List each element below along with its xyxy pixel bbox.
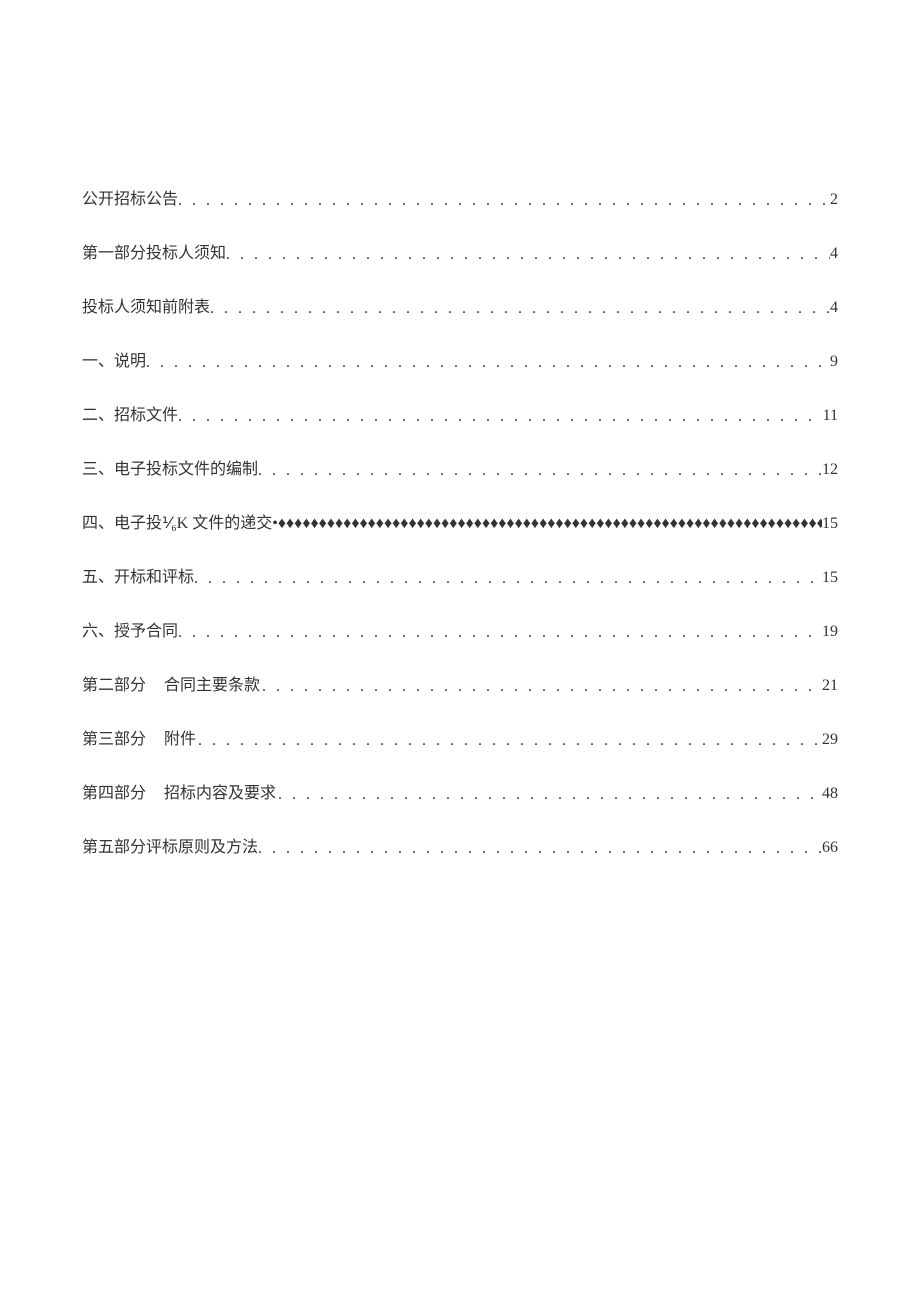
toc-page-number: 11 bbox=[823, 407, 838, 425]
toc-page-number: 4 bbox=[830, 299, 838, 317]
toc-page-number: 15 bbox=[822, 515, 838, 533]
toc-label: 一、说明 bbox=[82, 347, 146, 371]
toc-page-number: 2 bbox=[830, 191, 838, 209]
toc-leader-dots: . . . . . . . . . . . . . . . . . . . . … bbox=[258, 462, 822, 480]
toc-leader-dots: . . . . . . . . . . . . . . . . . . . . … bbox=[258, 840, 822, 858]
toc-leader-dots: . . . . . . . . . . . . . . . . . . . . … bbox=[262, 678, 822, 696]
toc-page-number: 15 bbox=[822, 569, 838, 587]
toc-page-number: 21 bbox=[822, 677, 838, 695]
toc-leader-dots: . . . . . . . . . . . . . . . . . . . . … bbox=[210, 300, 830, 318]
toc-page-number: 12 bbox=[822, 461, 838, 479]
toc-entry: 投标人须知前附表. . . . . . . . . . . . . . . . … bbox=[82, 293, 838, 317]
toc-page-number: 19 bbox=[822, 623, 838, 641]
toc-entry: 四、电子投⅟₆K 文件的递交•♦♦♦♦♦♦♦♦♦♦♦♦♦♦♦♦♦♦♦♦♦♦♦♦♦… bbox=[82, 509, 838, 533]
toc-entry: 第四部分招标内容及要求. . . . . . . . . . . . . . .… bbox=[82, 779, 838, 803]
toc-label: 第二部分 bbox=[82, 671, 146, 695]
toc-label: 第三部分 bbox=[82, 725, 146, 749]
toc-entry: 第三部分附件. . . . . . . . . . . . . . . . . … bbox=[82, 725, 838, 749]
toc-label-secondary: 附件 bbox=[164, 725, 196, 749]
toc-label: 二、招标文件 bbox=[82, 401, 178, 425]
toc-leader-dots: . . . . . . . . . . . . . . . . . . . . … bbox=[194, 570, 822, 588]
toc-label: 第四部分 bbox=[82, 779, 146, 803]
toc-label: 第五部分评标原则及方法 bbox=[82, 833, 258, 857]
toc-entry: 三、电子投标文件的编制. . . . . . . . . . . . . . .… bbox=[82, 455, 838, 479]
toc-entry: 第五部分评标原则及方法. . . . . . . . . . . . . . .… bbox=[82, 833, 838, 857]
toc-label: 第一部分投标人须知 bbox=[82, 239, 226, 263]
toc-leader-dots: . . . . . . . . . . . . . . . . . . . . … bbox=[146, 354, 830, 372]
toc-leader-dots: . . . . . . . . . . . . . . . . . . . . … bbox=[178, 408, 823, 426]
toc-label: 公开招标公告 bbox=[82, 185, 178, 209]
toc-page-number: 9 bbox=[830, 353, 838, 371]
toc-entry: 二、招标文件. . . . . . . . . . . . . . . . . … bbox=[82, 401, 838, 425]
toc-entry: 六、授予合同. . . . . . . . . . . . . . . . . … bbox=[82, 617, 838, 641]
toc-label: 投标人须知前附表 bbox=[82, 293, 210, 317]
toc-label: 五、开标和评标 bbox=[82, 563, 194, 587]
toc-leader-diamond: •♦♦♦♦♦♦♦♦♦♦♦♦♦♦♦♦♦♦♦♦♦♦♦♦♦♦♦♦♦♦♦♦♦♦♦♦♦♦♦… bbox=[272, 515, 822, 533]
toc-label: 三、电子投标文件的编制 bbox=[82, 455, 258, 479]
toc-leader-dots: . . . . . . . . . . . . . . . . . . . . … bbox=[178, 624, 822, 642]
toc-leader-dots: . . . . . . . . . . . . . . . . . . . . … bbox=[178, 192, 830, 210]
toc-entry: 一、说明. . . . . . . . . . . . . . . . . . … bbox=[82, 347, 838, 371]
page: 公开招标公告. . . . . . . . . . . . . . . . . … bbox=[0, 0, 920, 1301]
toc-entry: 五、开标和评标. . . . . . . . . . . . . . . . .… bbox=[82, 563, 838, 587]
toc-entry: 公开招标公告. . . . . . . . . . . . . . . . . … bbox=[82, 185, 838, 209]
toc-leader-dots: . . . . . . . . . . . . . . . . . . . . … bbox=[278, 786, 822, 804]
toc-label-secondary: 招标内容及要求 bbox=[164, 779, 276, 803]
toc-page-number: 4 bbox=[830, 245, 838, 263]
toc-label: 四、电子投⅟₆K 文件的递交 bbox=[82, 509, 272, 533]
toc-entry: 第一部分投标人须知. . . . . . . . . . . . . . . .… bbox=[82, 239, 838, 263]
table-of-contents: 公开招标公告. . . . . . . . . . . . . . . . . … bbox=[82, 185, 838, 857]
toc-page-number: 66 bbox=[822, 839, 838, 857]
toc-page-number: 29 bbox=[822, 731, 838, 749]
toc-label: 六、授予合同 bbox=[82, 617, 178, 641]
toc-page-number: 48 bbox=[822, 785, 838, 803]
toc-leader-dots: . . . . . . . . . . . . . . . . . . . . … bbox=[226, 246, 830, 264]
toc-label-secondary: 合同主要条款 bbox=[164, 671, 260, 695]
toc-leader-dots: . . . . . . . . . . . . . . . . . . . . … bbox=[198, 732, 822, 750]
toc-entry: 第二部分合同主要条款. . . . . . . . . . . . . . . … bbox=[82, 671, 838, 695]
